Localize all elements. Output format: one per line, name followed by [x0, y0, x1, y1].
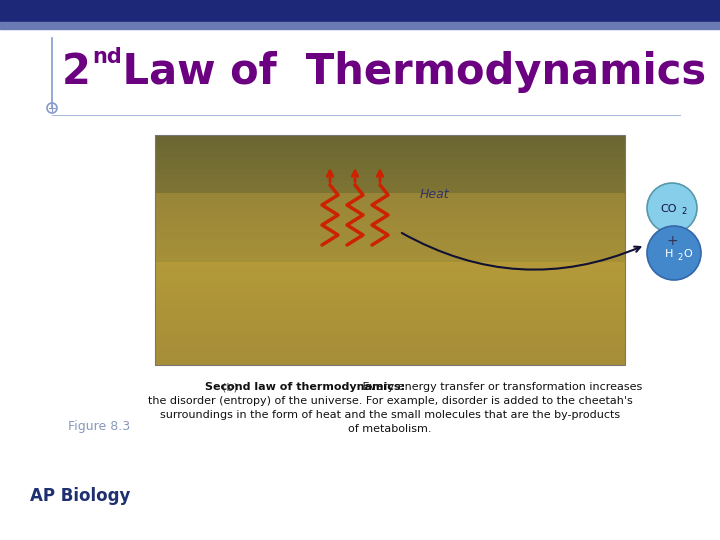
Text: Law of  Thermodynamics: Law of Thermodynamics — [108, 51, 706, 93]
Bar — [0, 0, 720, 22]
Bar — [155, 198, 625, 205]
Bar — [155, 233, 625, 239]
Bar — [155, 210, 625, 216]
Bar — [155, 267, 625, 273]
Bar — [155, 325, 625, 331]
Bar — [155, 181, 625, 187]
Circle shape — [647, 226, 701, 280]
Text: nd: nd — [92, 47, 122, 67]
Text: 2: 2 — [677, 253, 683, 262]
Bar — [155, 170, 625, 176]
Text: AP Biology: AP Biology — [30, 487, 130, 505]
Bar — [155, 296, 625, 302]
Bar — [155, 273, 625, 279]
Text: 2: 2 — [681, 207, 686, 217]
Bar — [155, 354, 625, 360]
Bar — [155, 319, 625, 325]
Bar — [155, 330, 625, 337]
Text: 2: 2 — [62, 51, 91, 93]
Bar — [155, 348, 625, 354]
Bar — [155, 221, 625, 227]
Text: of metabolism.: of metabolism. — [348, 424, 432, 434]
Text: H: H — [665, 249, 673, 259]
Text: O: O — [683, 249, 692, 259]
Bar — [155, 135, 625, 141]
Bar — [155, 256, 625, 262]
Bar — [155, 152, 625, 159]
Text: Heat: Heat — [420, 188, 449, 201]
Bar — [155, 215, 625, 222]
Bar — [155, 135, 625, 365]
Text: surroundings in the form of heat and the small molecules that are the by-product: surroundings in the form of heat and the… — [160, 410, 620, 420]
Bar — [155, 244, 625, 251]
Bar — [0, 22, 720, 29]
Bar — [155, 204, 625, 210]
Bar — [155, 164, 625, 170]
Bar — [155, 261, 625, 268]
Bar — [155, 176, 625, 181]
Bar — [155, 359, 625, 366]
Bar — [155, 227, 625, 233]
Text: (b): (b) — [222, 382, 238, 392]
Bar — [155, 187, 625, 193]
Text: the disorder (entropy) of the universe. For example, disorder is added to the ch: the disorder (entropy) of the universe. … — [148, 396, 632, 406]
Bar — [155, 285, 625, 291]
Text: Figure 8.3: Figure 8.3 — [68, 420, 130, 433]
Bar — [155, 307, 625, 314]
Bar — [155, 141, 625, 147]
Bar — [155, 313, 625, 320]
Bar — [155, 342, 625, 348]
Bar — [155, 336, 625, 342]
Bar — [155, 279, 625, 285]
Bar — [155, 291, 625, 296]
Bar — [155, 146, 625, 153]
Bar — [155, 239, 625, 245]
Bar — [155, 302, 625, 308]
Text: CO: CO — [661, 204, 678, 214]
Bar — [155, 192, 625, 199]
Text: +: + — [666, 234, 678, 248]
Circle shape — [647, 183, 697, 233]
Text: Second law of thermodynamics:: Second law of thermodynamics: — [205, 382, 405, 392]
Bar — [155, 250, 625, 256]
Bar — [155, 158, 625, 164]
Text: Every energy transfer or transformation increases: Every energy transfer or transformation … — [359, 382, 642, 392]
